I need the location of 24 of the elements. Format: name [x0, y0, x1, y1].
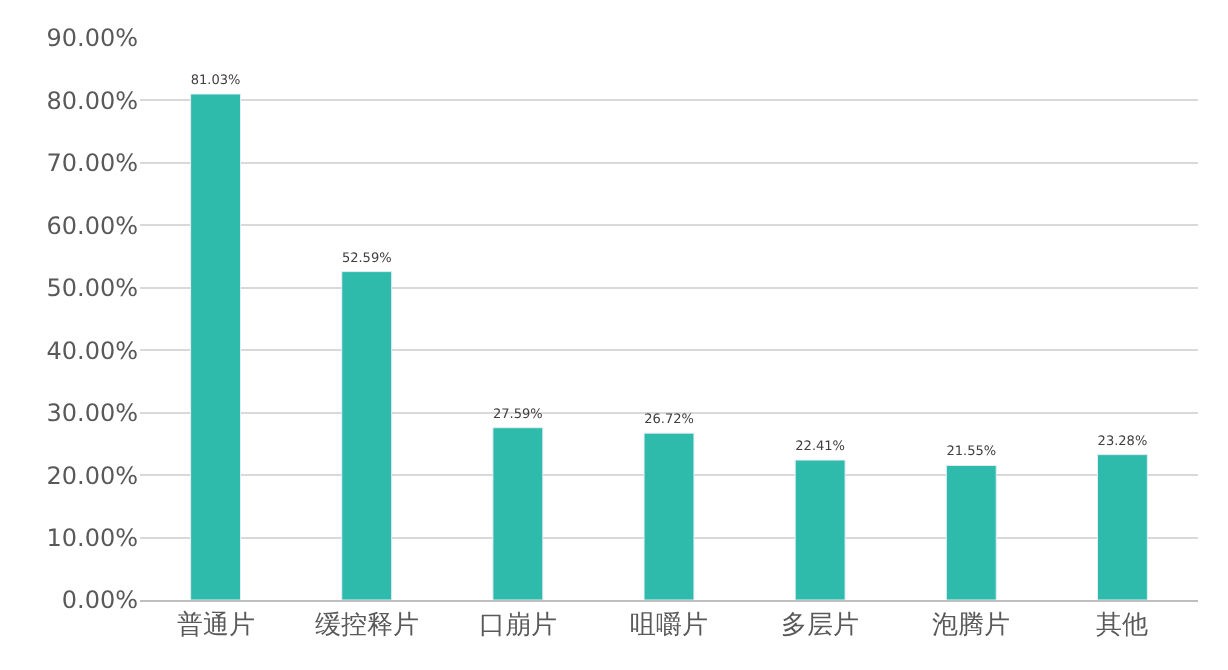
y-tick-label: 90.00% — [46, 24, 138, 53]
bar — [190, 93, 242, 600]
x-tick-label: 咀嚼片 — [630, 611, 708, 642]
y-tick-label: 20.00% — [46, 461, 138, 490]
y-tick-label: 60.00% — [46, 211, 138, 240]
x-tick-label: 泡腾片 — [932, 611, 1011, 642]
x-tick-label: 普通片 — [176, 609, 255, 642]
y-tick-label: 30.00% — [46, 399, 138, 428]
bar — [643, 432, 695, 600]
x-tick-label: 缓控释片 — [314, 611, 419, 642]
y-tick-label: 80.00% — [46, 86, 138, 115]
bar — [945, 464, 997, 600]
x-tick-label: 其他 — [1096, 611, 1149, 642]
bar — [794, 459, 846, 600]
bar — [341, 271, 393, 600]
y-tick-label: 40.00% — [46, 336, 138, 365]
y-tick-label: 50.00% — [46, 274, 138, 303]
y-tick-label: 70.00% — [46, 149, 138, 178]
y-tick-label: 10.00% — [46, 523, 138, 552]
x-tick-label: 多层片 — [781, 611, 860, 642]
y-tick-label: 0.00% — [61, 586, 138, 615]
x-tick-label: 口崩片 — [478, 611, 557, 642]
bar — [492, 427, 544, 600]
bar — [1097, 454, 1148, 600]
